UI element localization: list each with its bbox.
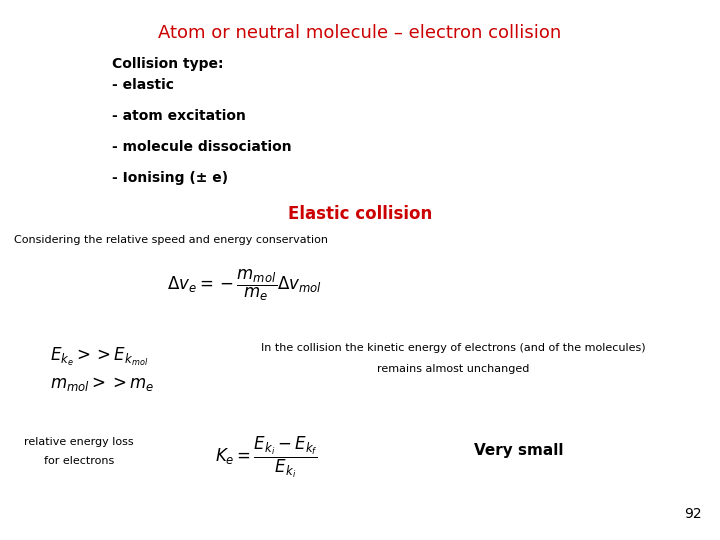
Text: - atom excitation: - atom excitation [112,109,246,123]
Text: $E_{k_e} >> E_{k_{mol}}$: $E_{k_e} >> E_{k_{mol}}$ [50,346,149,368]
Text: remains almost unchanged: remains almost unchanged [377,364,530,375]
Text: Considering the relative speed and energy conservation: Considering the relative speed and energ… [14,235,328,245]
Text: $m_{mol} >> m_e$: $m_{mol} >> m_e$ [50,375,154,393]
Text: Elastic collision: Elastic collision [288,205,432,223]
Text: - Ionising (± e): - Ionising (± e) [112,171,228,185]
Text: - elastic: - elastic [112,78,174,92]
Text: Atom or neutral molecule – electron collision: Atom or neutral molecule – electron coll… [158,24,562,42]
Text: Very small: Very small [474,443,563,458]
Text: In the collision the kinetic energy of electrons (and of the molecules): In the collision the kinetic energy of e… [261,343,646,353]
Text: - molecule dissociation: - molecule dissociation [112,140,291,154]
Text: relative energy loss: relative energy loss [24,437,134,448]
Text: 92: 92 [685,507,702,521]
Text: $K_e = \dfrac{E_{k_i} - E_{k_f}}{E_{k_i}}$: $K_e = \dfrac{E_{k_i} - E_{k_f}}{E_{k_i}… [215,435,318,480]
Text: Collision type:: Collision type: [112,57,223,71]
Text: $\Delta v_e = -\dfrac{m_{mol}}{m_e} \Delta v_{mol}$: $\Delta v_e = -\dfrac{m_{mol}}{m_e} \Del… [167,267,323,302]
Text: for electrons: for electrons [44,456,114,467]
